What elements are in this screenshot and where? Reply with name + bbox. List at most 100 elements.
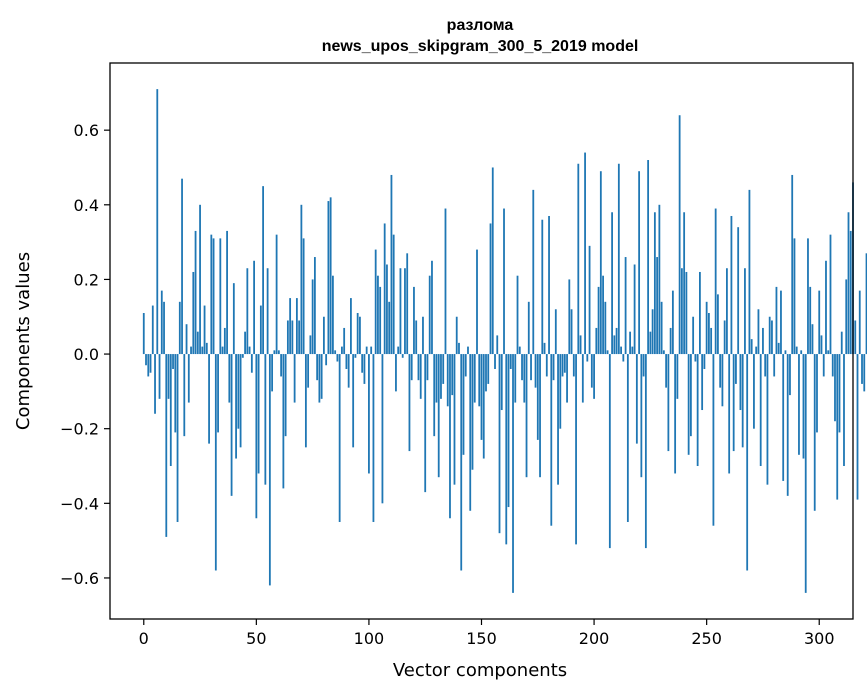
- bar: [676, 354, 679, 399]
- bar: [334, 350, 337, 355]
- bar: [723, 320, 726, 355]
- bar: [811, 324, 814, 355]
- bar: [858, 290, 861, 355]
- bar: [527, 301, 530, 355]
- bar: [433, 354, 436, 437]
- bar: [455, 316, 458, 355]
- bar: [635, 354, 638, 444]
- bar: [503, 208, 505, 355]
- bar: [262, 186, 264, 355]
- bar: [518, 346, 521, 355]
- chart-title-line2: news_upos_skipgram_300_5_2019 model: [322, 38, 639, 55]
- bar: [368, 354, 370, 474]
- bar: [577, 163, 580, 355]
- bar: [793, 238, 796, 355]
- bar: [372, 354, 375, 522]
- bar: [498, 354, 501, 534]
- bar: [658, 204, 661, 355]
- bar: [523, 354, 526, 403]
- bar: [545, 354, 548, 377]
- bar: [383, 223, 386, 355]
- bar: [809, 286, 812, 355]
- x-tick-label: 50: [246, 629, 266, 648]
- x-tick-label: 200: [579, 629, 610, 648]
- bar: [471, 354, 474, 470]
- bar: [827, 350, 830, 355]
- bar: [863, 354, 866, 392]
- bar: [145, 354, 147, 366]
- bar: [352, 354, 355, 448]
- bar: [232, 283, 235, 355]
- bar: [219, 238, 222, 355]
- bar: [581, 354, 584, 403]
- bar: [642, 354, 645, 377]
- bar: [750, 339, 753, 355]
- bar: [550, 354, 553, 526]
- bar: [174, 354, 177, 433]
- bar: [343, 327, 346, 355]
- bar: [579, 335, 582, 355]
- bar: [228, 354, 231, 403]
- bar: [437, 354, 440, 478]
- bar: [831, 354, 834, 377]
- bar: [509, 354, 512, 369]
- bar: [313, 257, 316, 355]
- bar: [444, 208, 447, 355]
- bar: [638, 171, 641, 355]
- bar: [154, 354, 156, 414]
- bar: [653, 212, 656, 355]
- bar: [178, 301, 181, 355]
- bar: [181, 178, 183, 355]
- bar: [428, 275, 431, 355]
- bar: [757, 309, 760, 355]
- bar: [620, 346, 622, 355]
- bar: [277, 350, 280, 355]
- bar: [482, 354, 485, 459]
- bar: [836, 354, 839, 500]
- bar: [656, 257, 659, 355]
- bar: [282, 354, 285, 489]
- bar: [365, 346, 368, 355]
- bar: [268, 354, 271, 586]
- bar: [575, 354, 577, 545]
- bar: [304, 354, 307, 448]
- bar-series: [142, 89, 867, 593]
- bar: [649, 331, 652, 355]
- bar: [158, 354, 161, 399]
- bar: [226, 230, 228, 355]
- bar: [462, 354, 465, 455]
- bar: [401, 354, 404, 358]
- bar: [300, 204, 303, 355]
- bar: [521, 354, 523, 381]
- x-tick-label: 300: [804, 629, 835, 648]
- bar: [151, 305, 154, 355]
- x-tick-label: 150: [466, 629, 497, 648]
- bar: [595, 327, 598, 355]
- bar: [789, 354, 791, 396]
- bar: [685, 271, 688, 355]
- bar: [203, 305, 206, 355]
- bar: [293, 354, 296, 403]
- bar: [248, 346, 251, 355]
- bar: [660, 301, 663, 355]
- bar: [590, 354, 593, 388]
- bar: [239, 354, 242, 448]
- bar: [332, 275, 334, 355]
- bar: [487, 354, 490, 384]
- bar: [626, 354, 629, 522]
- bar: [773, 354, 776, 377]
- y-tick-label: −0.2: [60, 420, 99, 439]
- bar: [566, 354, 568, 403]
- bar: [557, 354, 559, 485]
- bar: [849, 230, 852, 355]
- bar: [212, 238, 215, 355]
- bar: [451, 354, 454, 396]
- bar: [446, 354, 449, 407]
- bar: [435, 354, 438, 403]
- bar: [230, 354, 233, 496]
- bar: [802, 354, 805, 459]
- bar: [694, 354, 697, 362]
- bar: [460, 354, 463, 571]
- bar: [563, 354, 566, 373]
- bar: [275, 234, 278, 355]
